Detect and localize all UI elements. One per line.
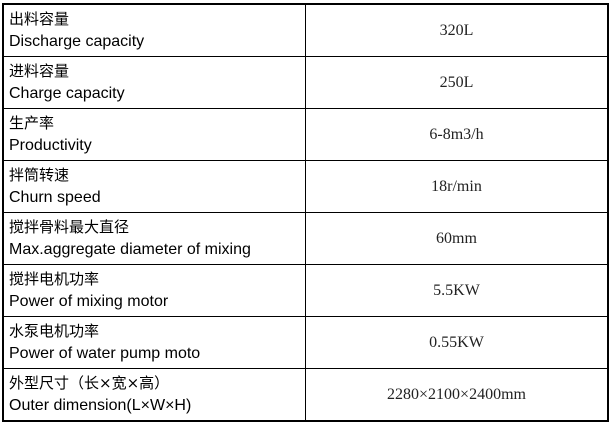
table-row: 水泵电机功率 Power of water pump moto 0.55KW (2, 316, 609, 369)
spec-value: 18r/min (305, 160, 609, 213)
table-row: 进料容量 Charge capacity 250L (2, 56, 609, 109)
spec-label-cn: 水泵电机功率 (9, 321, 100, 340)
spec-label-cn: 生产率 (9, 113, 55, 132)
spec-label-cn: 拌筒转速 (9, 165, 70, 184)
spec-label-cell: 水泵电机功率 Power of water pump moto (2, 316, 306, 369)
table-row: 搅拌骨料最大直径 Max.aggregate diameter of mixin… (2, 212, 609, 265)
spec-label-cell: 搅拌骨料最大直径 Max.aggregate diameter of mixin… (2, 212, 306, 265)
table-row: 拌筒转速 Churn speed 18r/min (2, 160, 609, 213)
spec-label-en: Outer dimension(L×W×H) (9, 396, 192, 414)
spec-label-cell: 搅拌电机功率 Power of mixing motor (2, 264, 306, 317)
spec-value: 6-8m3/h (305, 108, 609, 161)
spec-value: 320L (305, 3, 609, 57)
spec-label-en: Max.aggregate diameter of mixing (9, 240, 251, 258)
spec-label-cn: 外型尺寸（长×宽×高） (9, 373, 170, 392)
spec-label-cn: 进料容量 (9, 61, 70, 80)
table-row: 出料容量 Discharge capacity 320L (2, 3, 609, 57)
spec-label-en: Power of mixing motor (9, 292, 169, 310)
table-row: 生产率 Productivity 6-8m3/h (2, 108, 609, 161)
spec-label-en: Power of water pump moto (9, 344, 201, 362)
spec-label-cn: 搅拌骨料最大直径 (9, 217, 130, 236)
spec-label-en: Productivity (9, 136, 92, 154)
table-row: 外型尺寸（长×宽×高） Outer dimension(L×W×H) 2280×… (2, 368, 609, 422)
spec-label-cn: 搅拌电机功率 (9, 269, 100, 288)
spec-label-en: Churn speed (9, 188, 101, 206)
spec-value: 60mm (305, 212, 609, 265)
spec-value: 2280×2100×2400mm (305, 368, 609, 422)
spec-value: 250L (305, 56, 609, 109)
spec-label-cell: 出料容量 Discharge capacity (2, 3, 306, 57)
spec-label-cell: 外型尺寸（长×宽×高） Outer dimension(L×W×H) (2, 368, 306, 422)
spec-label-en: Charge capacity (9, 84, 125, 102)
spec-value: 5.5KW (305, 264, 609, 317)
spec-label-cell: 拌筒转速 Churn speed (2, 160, 306, 213)
spec-label-en: Discharge capacity (9, 32, 145, 50)
spec-table: 出料容量 Discharge capacity 320L 进料容量 Charge… (2, 3, 609, 422)
spec-label-cell: 进料容量 Charge capacity (2, 56, 306, 109)
table-row: 搅拌电机功率 Power of mixing motor 5.5KW (2, 264, 609, 317)
spec-label-cell: 生产率 Productivity (2, 108, 306, 161)
spec-label-cn: 出料容量 (9, 9, 70, 28)
spec-value: 0.55KW (305, 316, 609, 369)
